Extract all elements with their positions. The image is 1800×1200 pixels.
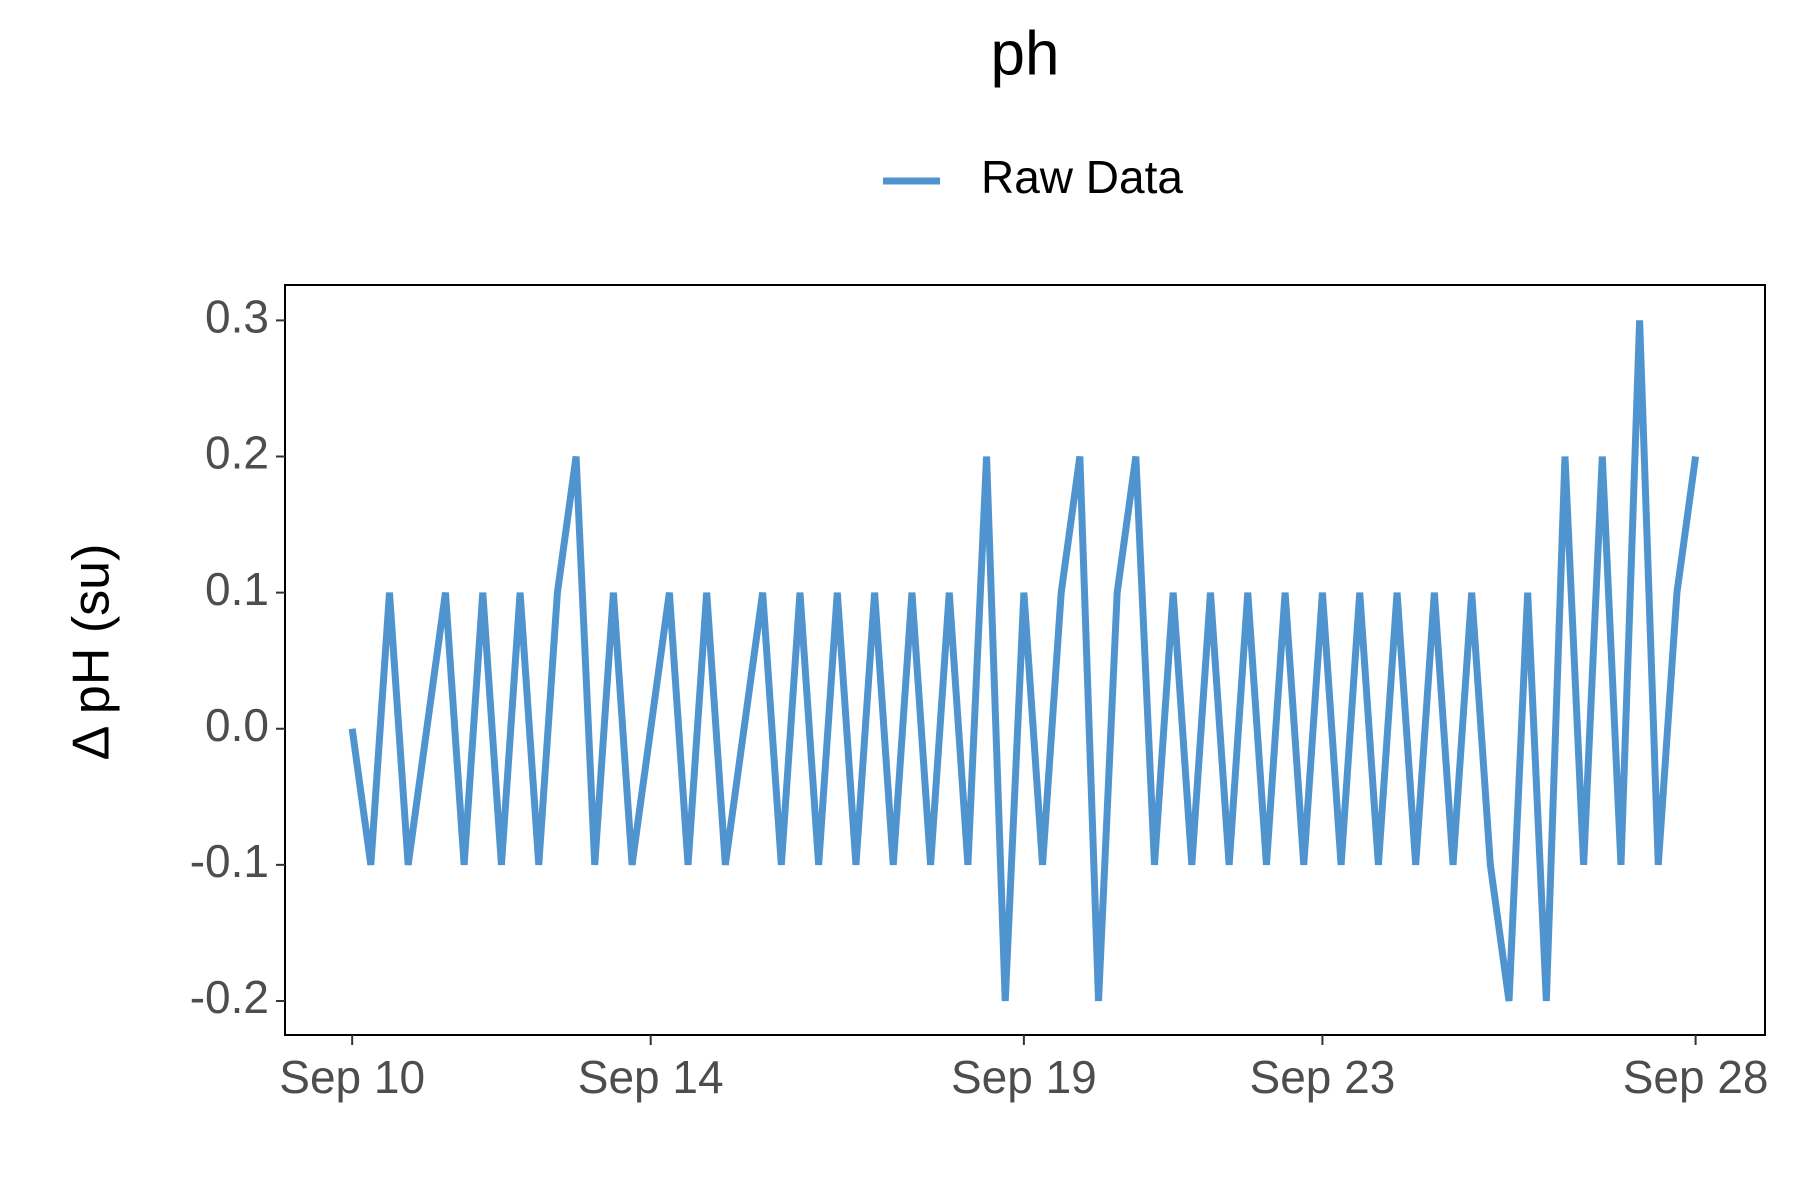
y-tick-label: 0.3 [205,291,269,343]
x-tick-label: Sep 14 [578,1051,724,1103]
plot-panel [284,284,1766,1036]
y-tick-label: 0.0 [205,699,269,751]
y-axis-title: Δ pH (su) [63,544,121,761]
y-tick-label: -0.1 [190,835,269,887]
x-tick-label: Sep 19 [951,1051,1097,1103]
x-tick-label: Sep 10 [279,1051,425,1103]
legend-label: Raw Data [981,151,1183,203]
y-tick-label: 0.2 [205,427,269,479]
y-tick-label: 0.1 [205,563,269,615]
chart-title: ph [991,19,1060,88]
y-tick-label: -0.2 [190,971,269,1023]
x-tick-label: Sep 23 [1250,1051,1396,1103]
x-tick-label: Sep 28 [1623,1051,1769,1103]
data-line [348,320,1700,1002]
